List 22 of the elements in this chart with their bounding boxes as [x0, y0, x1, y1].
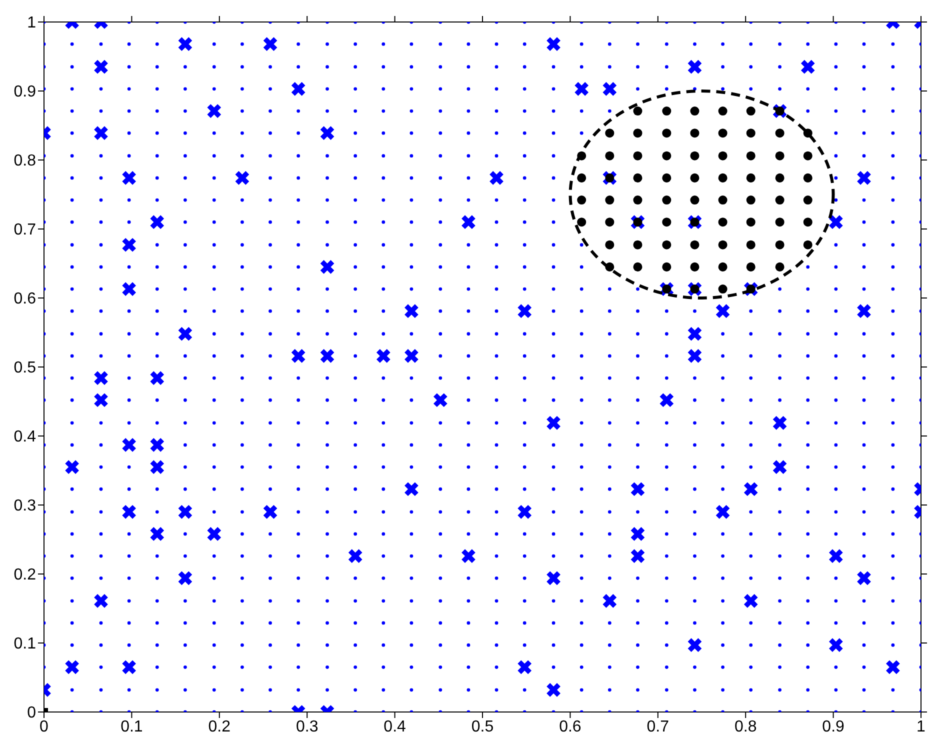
y-tick-label: 0.8 [14, 152, 36, 170]
y-tick-label: 0.7 [14, 222, 36, 239]
x-tick-label: 0.8 [734, 718, 757, 736]
x-tick-label: 0.1 [120, 718, 143, 736]
x-tick-label: 0.2 [208, 718, 231, 736]
x-tick-label: 0.5 [471, 718, 494, 736]
y-tick-label: 0.2 [14, 566, 36, 584]
y-tick-label: 1 [27, 14, 36, 32]
x-tick-label: 0.7 [646, 718, 670, 736]
x-tick-label: 0 [40, 718, 49, 736]
x-tick-label: 0.9 [822, 718, 845, 736]
y-tick-label: 0.5 [14, 360, 36, 377]
y-tick-label: 0.1 [14, 636, 36, 653]
x-tick-label: 0.4 [384, 718, 406, 736]
y-tick-label: 0.3 [14, 498, 36, 515]
y-tick-label: 0.6 [14, 290, 36, 308]
y-tick-label: 0 [27, 704, 36, 722]
x-tick-label: 0.6 [559, 718, 582, 736]
x-tick-label: 0.3 [296, 718, 318, 736]
x-tick-label: 1 [916, 718, 926, 736]
y-tick-label: 0.4 [14, 428, 36, 446]
y-tick-label: 0.9 [14, 84, 36, 101]
